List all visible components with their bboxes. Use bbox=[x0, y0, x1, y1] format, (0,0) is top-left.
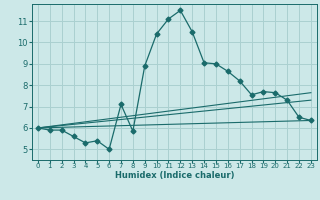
X-axis label: Humidex (Indice chaleur): Humidex (Indice chaleur) bbox=[115, 171, 234, 180]
